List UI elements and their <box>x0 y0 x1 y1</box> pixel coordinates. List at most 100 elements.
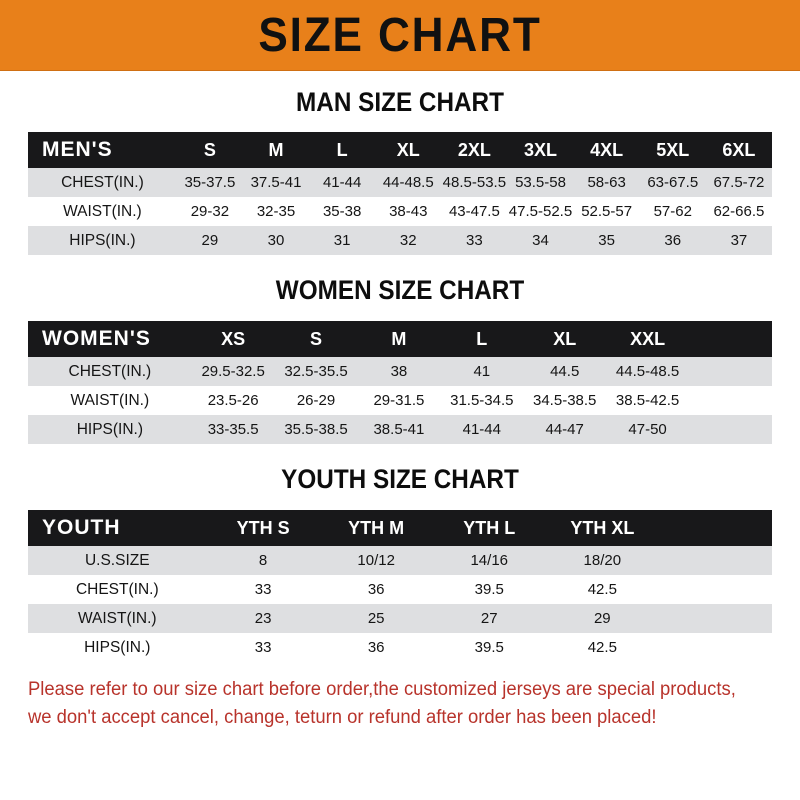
spacer <box>0 662 800 676</box>
row-label: CHEST(IN.) <box>28 357 192 386</box>
header-corner-label: MEN'S <box>28 132 177 168</box>
measurement-cell: 31 <box>309 226 376 255</box>
footer-note: Please refer to our size chart before or… <box>28 676 750 731</box>
measurement-cell: 44-47 <box>523 415 607 444</box>
table-header-row: WOMEN'S XS S M L XL XXL <box>28 321 772 357</box>
measurement-cell: 32 <box>375 226 442 255</box>
table-row: HIPS(IN.) 33-35.5 35.5-38.5 38.5-41 41-44 44-… <box>28 415 772 444</box>
row-label: HIPS(IN.) <box>28 633 207 662</box>
table-header-row: YOUTH YTH S YTH M YTH L YTH XL <box>28 510 772 546</box>
column-header: YTH M <box>319 510 433 546</box>
measurement-cell: 33 <box>441 226 508 255</box>
row-label: HIPS(IN.) <box>28 226 177 255</box>
measurement-cell: 67.5-72 <box>705 168 772 197</box>
measurement-cell: 25 <box>319 604 433 633</box>
measurement-cell: 35-38 <box>309 197 376 226</box>
measurement-cell: 23 <box>206 604 320 633</box>
measurement-cell <box>658 604 772 633</box>
measurement-cell: 35 <box>573 226 640 255</box>
measurement-cell: 41-44 <box>440 415 524 444</box>
measurement-cell: 62-66.5 <box>705 197 772 226</box>
measurement-cell: 10/12 <box>319 546 433 575</box>
measurement-cell: 32-35 <box>242 197 310 226</box>
measurement-cell: 48.5-53.5 <box>441 168 508 197</box>
measurement-cell: 29-31.5 <box>357 386 441 415</box>
row-label: HIPS(IN.) <box>28 415 192 444</box>
measurement-cell: 38.5-41 <box>357 415 441 444</box>
column-header: YTH XL <box>545 510 659 546</box>
measurement-cell: 29 <box>176 226 243 255</box>
measurement-cell: 63-67.5 <box>639 168 706 197</box>
measurement-cell: 36 <box>319 575 433 604</box>
measurement-cell: 14/16 <box>432 546 546 575</box>
measurement-cell <box>689 415 772 444</box>
sections-container: MAN SIZE CHART MEN'S S M L XL 2XL 3XL 4XL 5XL 6XL C… <box>0 71 800 676</box>
measurement-cell <box>658 546 772 575</box>
measurement-cell: 57-62 <box>639 197 706 226</box>
measurement-cell: 36 <box>639 226 706 255</box>
column-header: M <box>357 321 441 357</box>
table-row: CHEST(IN.) 35-37.5 37.5-41 41-44 44-48.5 48.5… <box>28 168 772 197</box>
table-row: WAIST(IN.) 29-32 32-35 35-38 38-43 43-47.5 47.… <box>28 197 772 226</box>
measurement-cell: 53.5-58 <box>507 168 574 197</box>
footer-note-line-1: Please refer to our size chart before or… <box>28 679 736 700</box>
banner: SIZE CHART <box>0 0 800 71</box>
measurement-cell: 33 <box>206 575 320 604</box>
column-header: XL <box>375 132 442 168</box>
measurement-cell: 23.5-26 <box>191 386 275 415</box>
measurement-cell: 37.5-41 <box>242 168 310 197</box>
column-header: S <box>176 132 243 168</box>
measurement-cell: 31.5-34.5 <box>440 386 524 415</box>
column-header: YTH L <box>432 510 546 546</box>
size-section-2: YOUTH SIZE CHART YOUTH YTH S YTH M YTH L YTH … <box>0 444 800 676</box>
footer-note-line-2: we don't accept cancel, change, teturn o… <box>28 706 657 728</box>
measurement-cell: 27 <box>432 604 546 633</box>
table-row: WAIST(IN.) 23 25 27 29 <box>28 604 772 633</box>
column-header: 4XL <box>573 132 640 168</box>
measurement-cell: 41-44 <box>309 168 376 197</box>
row-label: CHEST(IN.) <box>28 575 207 604</box>
measurement-cell: 36 <box>319 633 433 662</box>
table-wrapper: WOMEN'S XS S M L XL XXL CHEST(IN.) 29.5-32.5 32.5… <box>28 321 772 444</box>
size-table: YOUTH YTH S YTH M YTH L YTH XL U.S.SIZE 8 10/12… <box>28 510 772 662</box>
banner-title: SIZE CHART <box>258 9 542 62</box>
table-wrapper: YOUTH YTH S YTH M YTH L YTH XL U.S.SIZE 8 10/12… <box>28 510 772 662</box>
column-header: XS <box>191 321 275 357</box>
table-row: HIPS(IN.) 33 36 39.5 42.5 <box>28 633 772 662</box>
table-header-row: MEN'S S M L XL 2XL 3XL 4XL 5XL 6XL <box>28 132 772 168</box>
table-wrapper: MEN'S S M L XL 2XL 3XL 4XL 5XL 6XL CHEST(IN.) 35-37… <box>28 132 772 255</box>
measurement-cell: 44-48.5 <box>375 168 442 197</box>
column-header <box>658 510 772 546</box>
size-table: WOMEN'S XS S M L XL XXL CHEST(IN.) 29.5-32.5 32.5… <box>28 321 772 444</box>
table-row: WAIST(IN.) 23.5-26 26-29 29-31.5 31.5-34.5 34… <box>28 386 772 415</box>
measurement-cell: 18/20 <box>545 546 659 575</box>
measurement-cell <box>689 386 772 415</box>
column-header: 3XL <box>507 132 574 168</box>
measurement-cell: 39.5 <box>432 633 546 662</box>
measurement-cell: 29-32 <box>176 197 243 226</box>
row-label: WAIST(IN.) <box>28 604 207 633</box>
column-header: L <box>440 321 524 357</box>
measurement-cell: 44.5-48.5 <box>606 357 690 386</box>
section-title: MAN SIZE CHART <box>296 87 504 117</box>
section-title: WOMEN SIZE CHART <box>275 275 525 305</box>
column-header: XL <box>523 321 607 357</box>
table-row: HIPS(IN.) 29 30 31 32 33 34 35 36 37 <box>28 226 772 255</box>
measurement-cell: 38 <box>357 357 441 386</box>
measurement-cell <box>658 633 772 662</box>
measurement-cell <box>689 357 772 386</box>
measurement-cell: 42.5 <box>545 575 659 604</box>
row-label: WAIST(IN.) <box>28 197 177 226</box>
measurement-cell: 32.5-35.5 <box>274 357 358 386</box>
table-row: CHEST(IN.) 29.5-32.5 32.5-35.5 38 41 44.5 44.5… <box>28 357 772 386</box>
measurement-cell: 41 <box>440 357 524 386</box>
measurement-cell: 47-50 <box>606 415 690 444</box>
measurement-cell: 35-37.5 <box>176 168 243 197</box>
table-row: U.S.SIZE 8 10/12 14/16 18/20 <box>28 546 772 575</box>
column-header: YTH S <box>206 510 320 546</box>
row-label: U.S.SIZE <box>28 546 207 575</box>
measurement-cell: 38-43 <box>375 197 442 226</box>
measurement-cell: 29 <box>545 604 659 633</box>
measurement-cell: 29.5-32.5 <box>191 357 275 386</box>
column-header: 6XL <box>705 132 772 168</box>
